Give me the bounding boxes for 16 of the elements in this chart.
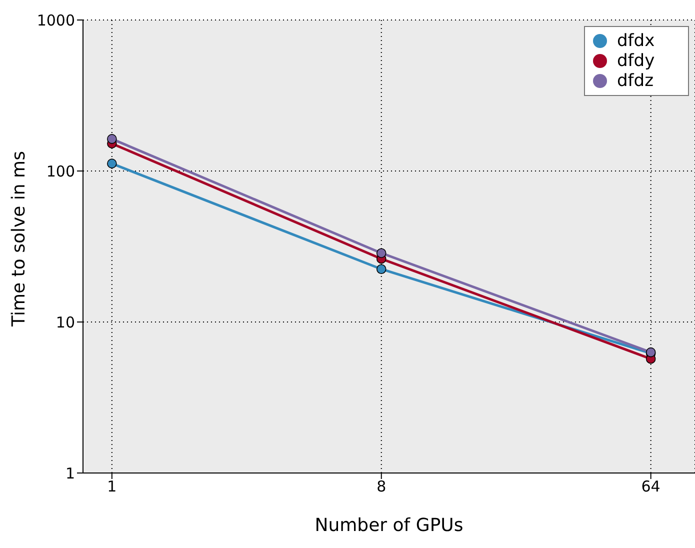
x-tick-label: 8 <box>376 478 386 496</box>
x-tick-label: 1 <box>107 478 117 496</box>
y-tick-label: 1 <box>65 464 75 482</box>
x-tick-label: 64 <box>641 478 660 496</box>
point <box>107 158 117 168</box>
legend-label: dfdx <box>617 31 655 51</box>
x-axis-title: Number of GPUs <box>314 515 464 536</box>
y-axis-title: Time to solve in ms <box>8 151 30 328</box>
y-tick-label: 10 <box>56 313 75 332</box>
point <box>376 264 386 274</box>
legend-label: dfdy <box>617 51 655 71</box>
y-tick-label: 100 <box>46 162 75 180</box>
legend-label: dfdz <box>617 71 654 91</box>
point <box>107 134 117 144</box>
y-tick-label: 1000 <box>36 11 75 30</box>
point <box>376 248 386 258</box>
